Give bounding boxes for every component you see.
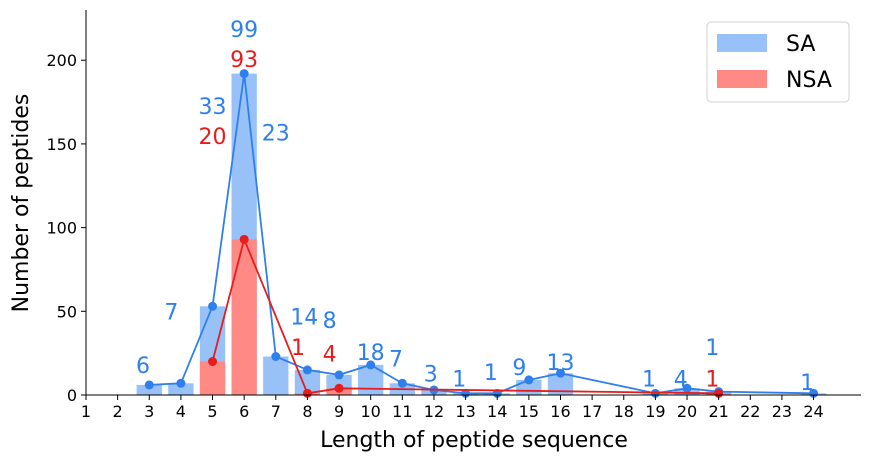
y-tick-label: 150 xyxy=(46,135,77,154)
sa-point xyxy=(682,383,692,393)
x-tick-label: 10 xyxy=(361,402,381,421)
x-tick-label: 9 xyxy=(334,402,344,421)
y-tick-label: 50 xyxy=(57,302,77,321)
sa-point xyxy=(144,380,154,390)
data-label: 93 xyxy=(230,48,258,73)
nsa-bar xyxy=(231,239,257,395)
nsa-point xyxy=(714,388,724,398)
sa-point xyxy=(208,301,218,311)
data-label: 1 xyxy=(452,368,466,393)
sa-point xyxy=(271,352,281,361)
data-label: 1 xyxy=(642,368,656,393)
data-label: 18 xyxy=(357,341,385,366)
x-tick-label: 22 xyxy=(740,402,760,421)
data-label: 1 xyxy=(705,368,719,393)
data-label: 1 xyxy=(484,361,498,386)
x-tick-label: 5 xyxy=(207,402,217,421)
data-label: 13 xyxy=(546,351,574,376)
x-tick-label: 8 xyxy=(302,402,312,421)
nsa-bar xyxy=(199,361,226,395)
sa-point xyxy=(397,378,407,388)
sa-point xyxy=(366,360,376,370)
y-tick-label: 100 xyxy=(46,219,77,238)
x-tick-label: 14 xyxy=(487,402,507,421)
x-tick-label: 11 xyxy=(392,402,412,421)
data-label: 6 xyxy=(136,354,150,379)
data-label: 23 xyxy=(262,122,290,147)
x-tick-label: 15 xyxy=(519,402,539,421)
sa-point xyxy=(809,388,819,398)
x-tick-label: 18 xyxy=(614,402,634,421)
data-label: 3 xyxy=(424,363,438,388)
data-label: 9 xyxy=(512,356,526,381)
data-label: 14 xyxy=(290,306,318,331)
y-axis-title: Number of peptides xyxy=(9,94,34,313)
sa-point xyxy=(176,378,186,388)
x-tick-label: 3 xyxy=(144,402,154,421)
sa-point xyxy=(555,368,565,378)
x-tick-label: 24 xyxy=(803,402,823,421)
nsa-point xyxy=(239,234,249,244)
nsa-point xyxy=(302,388,312,398)
sa-bar xyxy=(263,356,289,395)
x-tick-label: 1 xyxy=(81,402,91,421)
sa-point xyxy=(302,365,312,375)
x-tick-label: 19 xyxy=(645,402,665,421)
data-label: 33 xyxy=(199,95,227,120)
data-label: 20 xyxy=(199,125,227,150)
y-tick-label: 0 xyxy=(67,386,77,405)
data-label: 7 xyxy=(164,301,178,326)
sa-point xyxy=(461,388,471,398)
nsa-point xyxy=(208,357,218,367)
x-tick-label: 13 xyxy=(455,402,475,421)
x-tick-label: 6 xyxy=(239,402,249,421)
data-label: 4 xyxy=(674,368,688,393)
x-tick-label: 12 xyxy=(424,402,444,421)
legend-label-nsa: NSA xyxy=(786,68,832,93)
sa-point xyxy=(239,69,249,79)
sa-point xyxy=(524,375,534,385)
data-label: 99 xyxy=(230,18,258,43)
data-label: 1 xyxy=(705,336,719,361)
x-tick-label: 16 xyxy=(550,402,570,421)
sa-bar xyxy=(547,373,574,395)
data-label: 8 xyxy=(323,309,337,334)
y-tick-label: 200 xyxy=(46,51,77,70)
x-tick-label: 2 xyxy=(113,402,123,421)
legend-swatch-sa xyxy=(717,34,767,52)
x-tick-label: 20 xyxy=(677,402,697,421)
data-label: 1 xyxy=(291,336,305,361)
data-label: 4 xyxy=(323,343,337,368)
legend-swatch-nsa xyxy=(717,70,767,88)
nsa-point xyxy=(334,383,344,393)
x-tick-label: 17 xyxy=(582,402,602,421)
data-label: 1 xyxy=(800,371,814,396)
sa-bar xyxy=(136,384,162,395)
x-tick-label: 7 xyxy=(271,402,281,421)
x-axis-title: Length of peptide sequence xyxy=(320,428,628,453)
legend-label-sa: SA xyxy=(786,32,815,57)
x-tick-label: 4 xyxy=(176,402,186,421)
data-label: 7 xyxy=(389,348,403,373)
sa-bar xyxy=(168,383,194,395)
x-tick-label: 23 xyxy=(772,402,792,421)
sa-point xyxy=(334,370,344,380)
x-tick-label: 21 xyxy=(708,402,728,421)
